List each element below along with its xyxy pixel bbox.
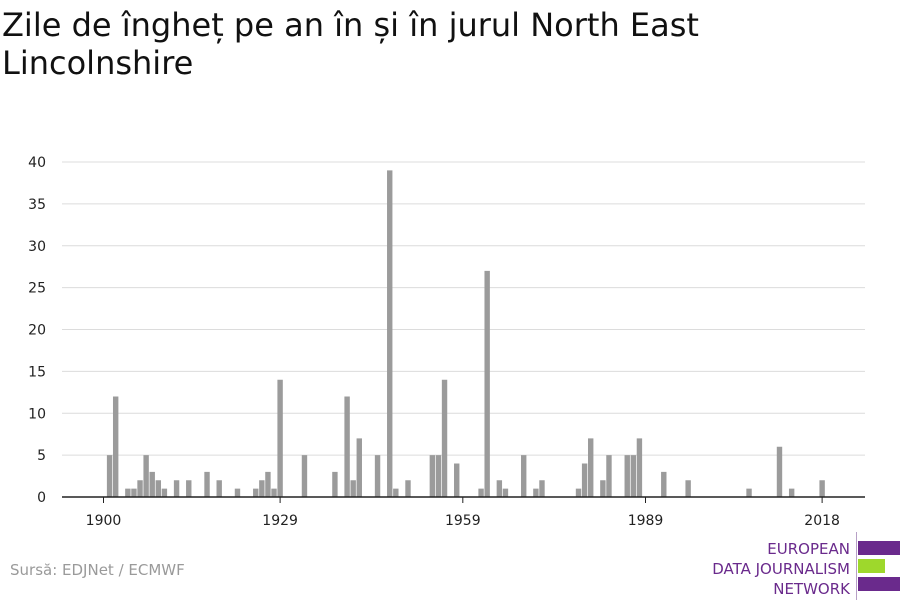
- bar-1979: [581, 463, 588, 497]
- bar-1966: [502, 488, 509, 498]
- bar-1986: [624, 455, 630, 498]
- bar-2018: [819, 480, 825, 497]
- y-tick-label: 15: [28, 364, 46, 380]
- bar-1926: [259, 480, 265, 497]
- bar-1962: [478, 488, 484, 498]
- bar-1925: [253, 488, 259, 498]
- bar-2013: [788, 488, 795, 498]
- bar-1929: [277, 379, 283, 497]
- x-tick-label: 1900: [86, 513, 122, 529]
- bars: [106, 170, 825, 498]
- bar-1904: [125, 488, 131, 498]
- bar-1987: [630, 455, 637, 498]
- bar-1963: [484, 270, 490, 498]
- y-tick-label: 25: [28, 281, 46, 297]
- edjnet-logo: EUROPEAN DATA JOURNALISM NETWORK: [700, 532, 900, 600]
- bar-1996: [685, 480, 691, 497]
- logo-bar-purple-top: [858, 541, 900, 555]
- bar-1901: [106, 455, 113, 498]
- logo-bar-purple-bottom: [858, 577, 900, 591]
- logo-line-1: EUROPEAN: [767, 540, 850, 558]
- bar-1945: [374, 455, 381, 498]
- bar-1947: [387, 170, 393, 498]
- grid-lines: [62, 161, 865, 456]
- bar-1917: [204, 471, 210, 498]
- bar-1980: [588, 438, 594, 498]
- y-axis-ticks: 0 5 10 15 20 25 30 35 40: [28, 155, 46, 506]
- bar-1956: [441, 379, 448, 497]
- bar-1910: [161, 488, 168, 498]
- x-tick-label: 1959: [445, 513, 481, 529]
- bar-1955: [435, 455, 442, 498]
- bar-1912: [173, 480, 180, 497]
- y-tick-label: 20: [28, 323, 46, 339]
- bar-1942: [356, 438, 362, 498]
- bar-1971: [533, 488, 539, 498]
- bar-1950: [405, 480, 411, 497]
- bar-1922: [234, 488, 241, 498]
- bar-1928: [271, 488, 277, 498]
- bar-1948: [393, 488, 399, 498]
- logo-separator: [856, 532, 857, 600]
- bar-1965: [496, 480, 503, 497]
- y-tick-label: 30: [28, 239, 46, 255]
- bar-1958: [454, 463, 460, 497]
- bar-1969: [521, 455, 527, 498]
- logo-bar-green: [858, 559, 885, 573]
- bar-1902: [112, 396, 119, 497]
- bar-1914: [186, 480, 192, 497]
- bar-1927: [265, 471, 271, 498]
- bar-2006: [746, 488, 752, 498]
- logo-line-3: NETWORK: [773, 580, 850, 598]
- bar-1938: [332, 471, 338, 498]
- source-note: Sursă: EDJNet / ECMWF: [10, 561, 185, 579]
- bar-1954: [429, 455, 436, 498]
- bar-1940: [344, 396, 350, 497]
- bar-1992: [661, 471, 667, 498]
- y-tick-label: 0: [37, 490, 46, 506]
- bar-1907: [143, 455, 149, 498]
- x-axis-ticks: 1900 1929 1959 1989 2018: [86, 497, 840, 529]
- y-tick-label: 35: [28, 197, 46, 213]
- bar-1988: [636, 438, 643, 498]
- x-tick-label: 1929: [262, 513, 298, 529]
- bar-1906: [137, 480, 143, 497]
- bar-1908: [149, 471, 155, 498]
- bar-1983: [606, 455, 612, 498]
- logo-line-2: DATA JOURNALISM: [712, 560, 850, 578]
- y-tick-label: 10: [28, 406, 46, 422]
- x-tick-label: 1989: [628, 513, 664, 529]
- bar-1978: [575, 488, 582, 498]
- x-tick-label: 2018: [804, 513, 840, 529]
- bar-1933: [301, 455, 308, 498]
- bar-1905: [131, 488, 137, 498]
- y-tick-label: 5: [37, 448, 46, 464]
- bar-1909: [155, 480, 162, 497]
- bar-1919: [216, 480, 222, 497]
- y-tick-label: 40: [28, 155, 46, 171]
- bar-1972: [539, 480, 545, 497]
- bar-2011: [776, 446, 783, 497]
- bar-1941: [350, 480, 356, 497]
- chart-title: Zile de îngheț pe an în și în jurul Nort…: [2, 6, 699, 82]
- bar-1982: [600, 480, 606, 497]
